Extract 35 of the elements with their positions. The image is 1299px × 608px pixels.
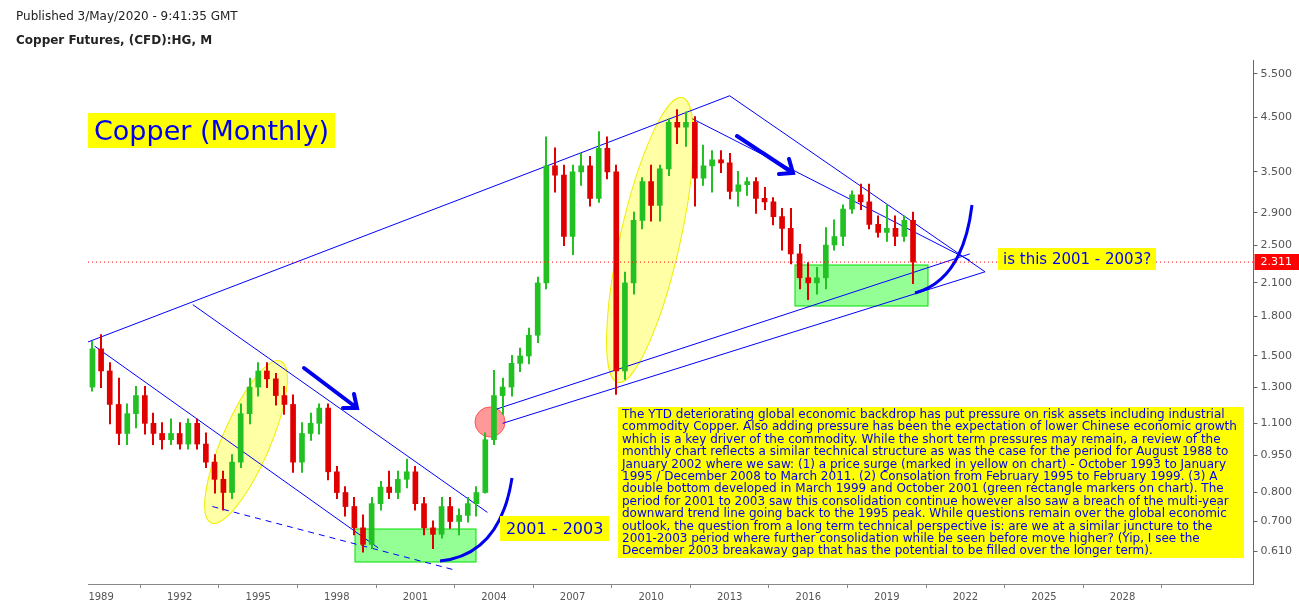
- x-tick-label: 2004: [481, 590, 507, 602]
- annotation: is this 2001 - 2003?: [998, 248, 1157, 270]
- x-tick-label: 2028: [1109, 590, 1136, 602]
- y-tick-label: 0.950: [1260, 448, 1293, 462]
- x-tick-label: 2016: [795, 590, 821, 602]
- chart-title: Copper Futures, (CFD):HG, M: [16, 33, 213, 47]
- y-tick-label: 2.500: [1260, 237, 1293, 251]
- x-tick-label: 2013: [716, 590, 743, 602]
- x-tick-label: 1995: [245, 590, 271, 602]
- y-tick-label: 1.100: [1260, 416, 1293, 430]
- x-tick-label: 1998: [324, 590, 350, 602]
- text: The YTD deteriorating global economic backdrop has put pressure on risk assets including industrial commodity Copper. Also adding pressure has been the expectation of lower Chinese economic growth which is a key driver of the commodity. While the short term pressures may remain, a review of the monthly chart reflects a similar technical structure as was the case for the period for August 1988 to January 2002 where we saw: (1) a price surge (marked in yellow on chart) - October 1993 to January 1995 / December 2008 to March 2011. (2) Consolation from February 1995 to February 1999. (3) A double bottom developed in March 1999 and October 2001 (green rectangle markers on chart). The period for 2001 to 2003 saw this consolidation continue however also saw a breach of the multi-year downward trend line going back to the 1995 peak. While questions remain over the global economic outlook, the question from a long term technical perspective is: are we at a similar juncture to the 2001-2003 period where further consolidation while be seen before move higher? (Yip, I see the December 2003 breakaway gap that has the potential to be filled over the longer term).: [622, 407, 1237, 558]
- y-tick-label: 4.500: [1260, 110, 1293, 124]
- x-tick-label: 1989: [88, 590, 114, 602]
- y-tick-label: 1.500: [1260, 348, 1293, 362]
- y-tick-label: 2.100: [1260, 275, 1293, 289]
- ref-line-label: 2.311: [1260, 254, 1293, 268]
- x-tick-label: 2022: [952, 590, 979, 602]
- y-tick-label: 2.900: [1260, 205, 1293, 219]
- x-tick-label: 2025: [1031, 590, 1057, 602]
- chart-subtitle: Published 3/May/2020 - 9:41:35 GMT: [16, 9, 238, 23]
- x-tick-label: 2001: [402, 590, 429, 602]
- y-tick-label: 1.300: [1260, 379, 1293, 393]
- y-tick-label: 1.800: [1260, 309, 1293, 323]
- x-tick-label: 1992: [166, 590, 193, 602]
- x-tick-label: 2019: [874, 590, 900, 602]
- y-tick-label: 0.700: [1260, 514, 1293, 528]
- annotation: 2001 - 2003: [500, 516, 610, 541]
- y-tick-label: 3.500: [1260, 164, 1293, 178]
- x-tick-label: 2010: [638, 590, 664, 602]
- x-tick-label: 2007: [559, 590, 586, 602]
- annotation: Copper (Monthly): [88, 113, 336, 148]
- y-tick-label: 0.800: [1260, 485, 1293, 499]
- y-tick-label: 0.610: [1260, 544, 1293, 558]
- y-tick-label: 5.500: [1260, 66, 1293, 80]
